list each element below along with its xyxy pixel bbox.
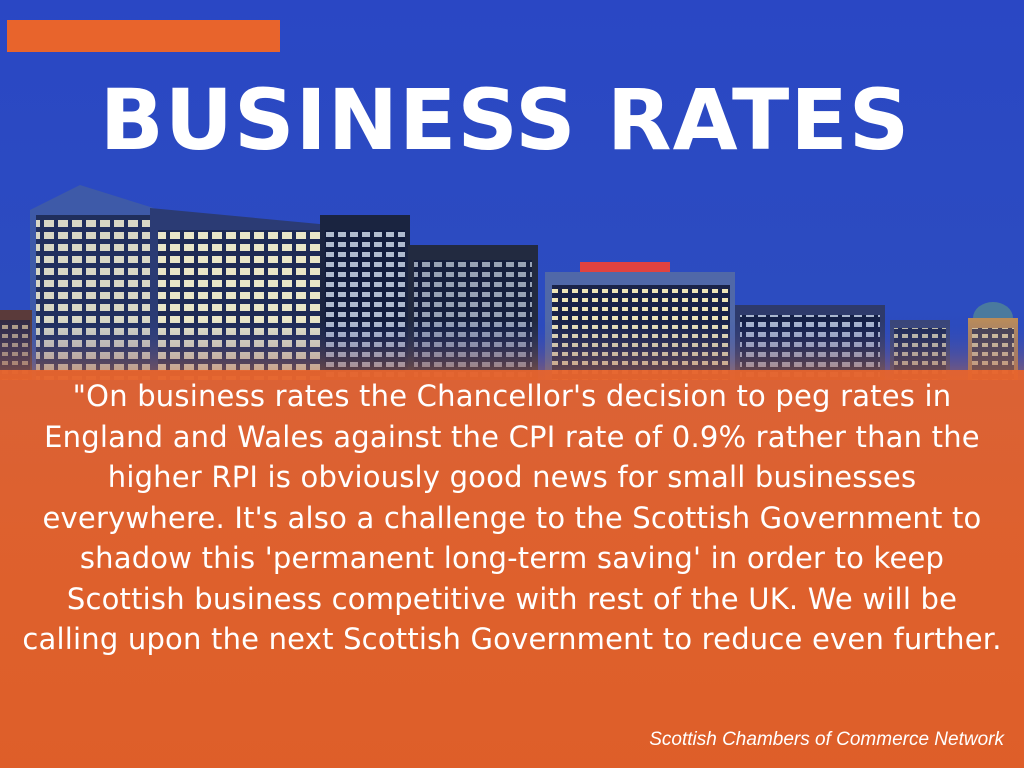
accent-bar bbox=[7, 20, 280, 52]
city-skyline-photo bbox=[0, 185, 1024, 380]
poster-title: BUSINESS RATES bbox=[99, 71, 911, 169]
quote-attribution: Scottish Chambers of Commerce Network bbox=[649, 729, 1004, 750]
quote-text: "On business rates the Chancellor's deci… bbox=[22, 379, 1002, 656]
quote-panel bbox=[0, 370, 1024, 768]
